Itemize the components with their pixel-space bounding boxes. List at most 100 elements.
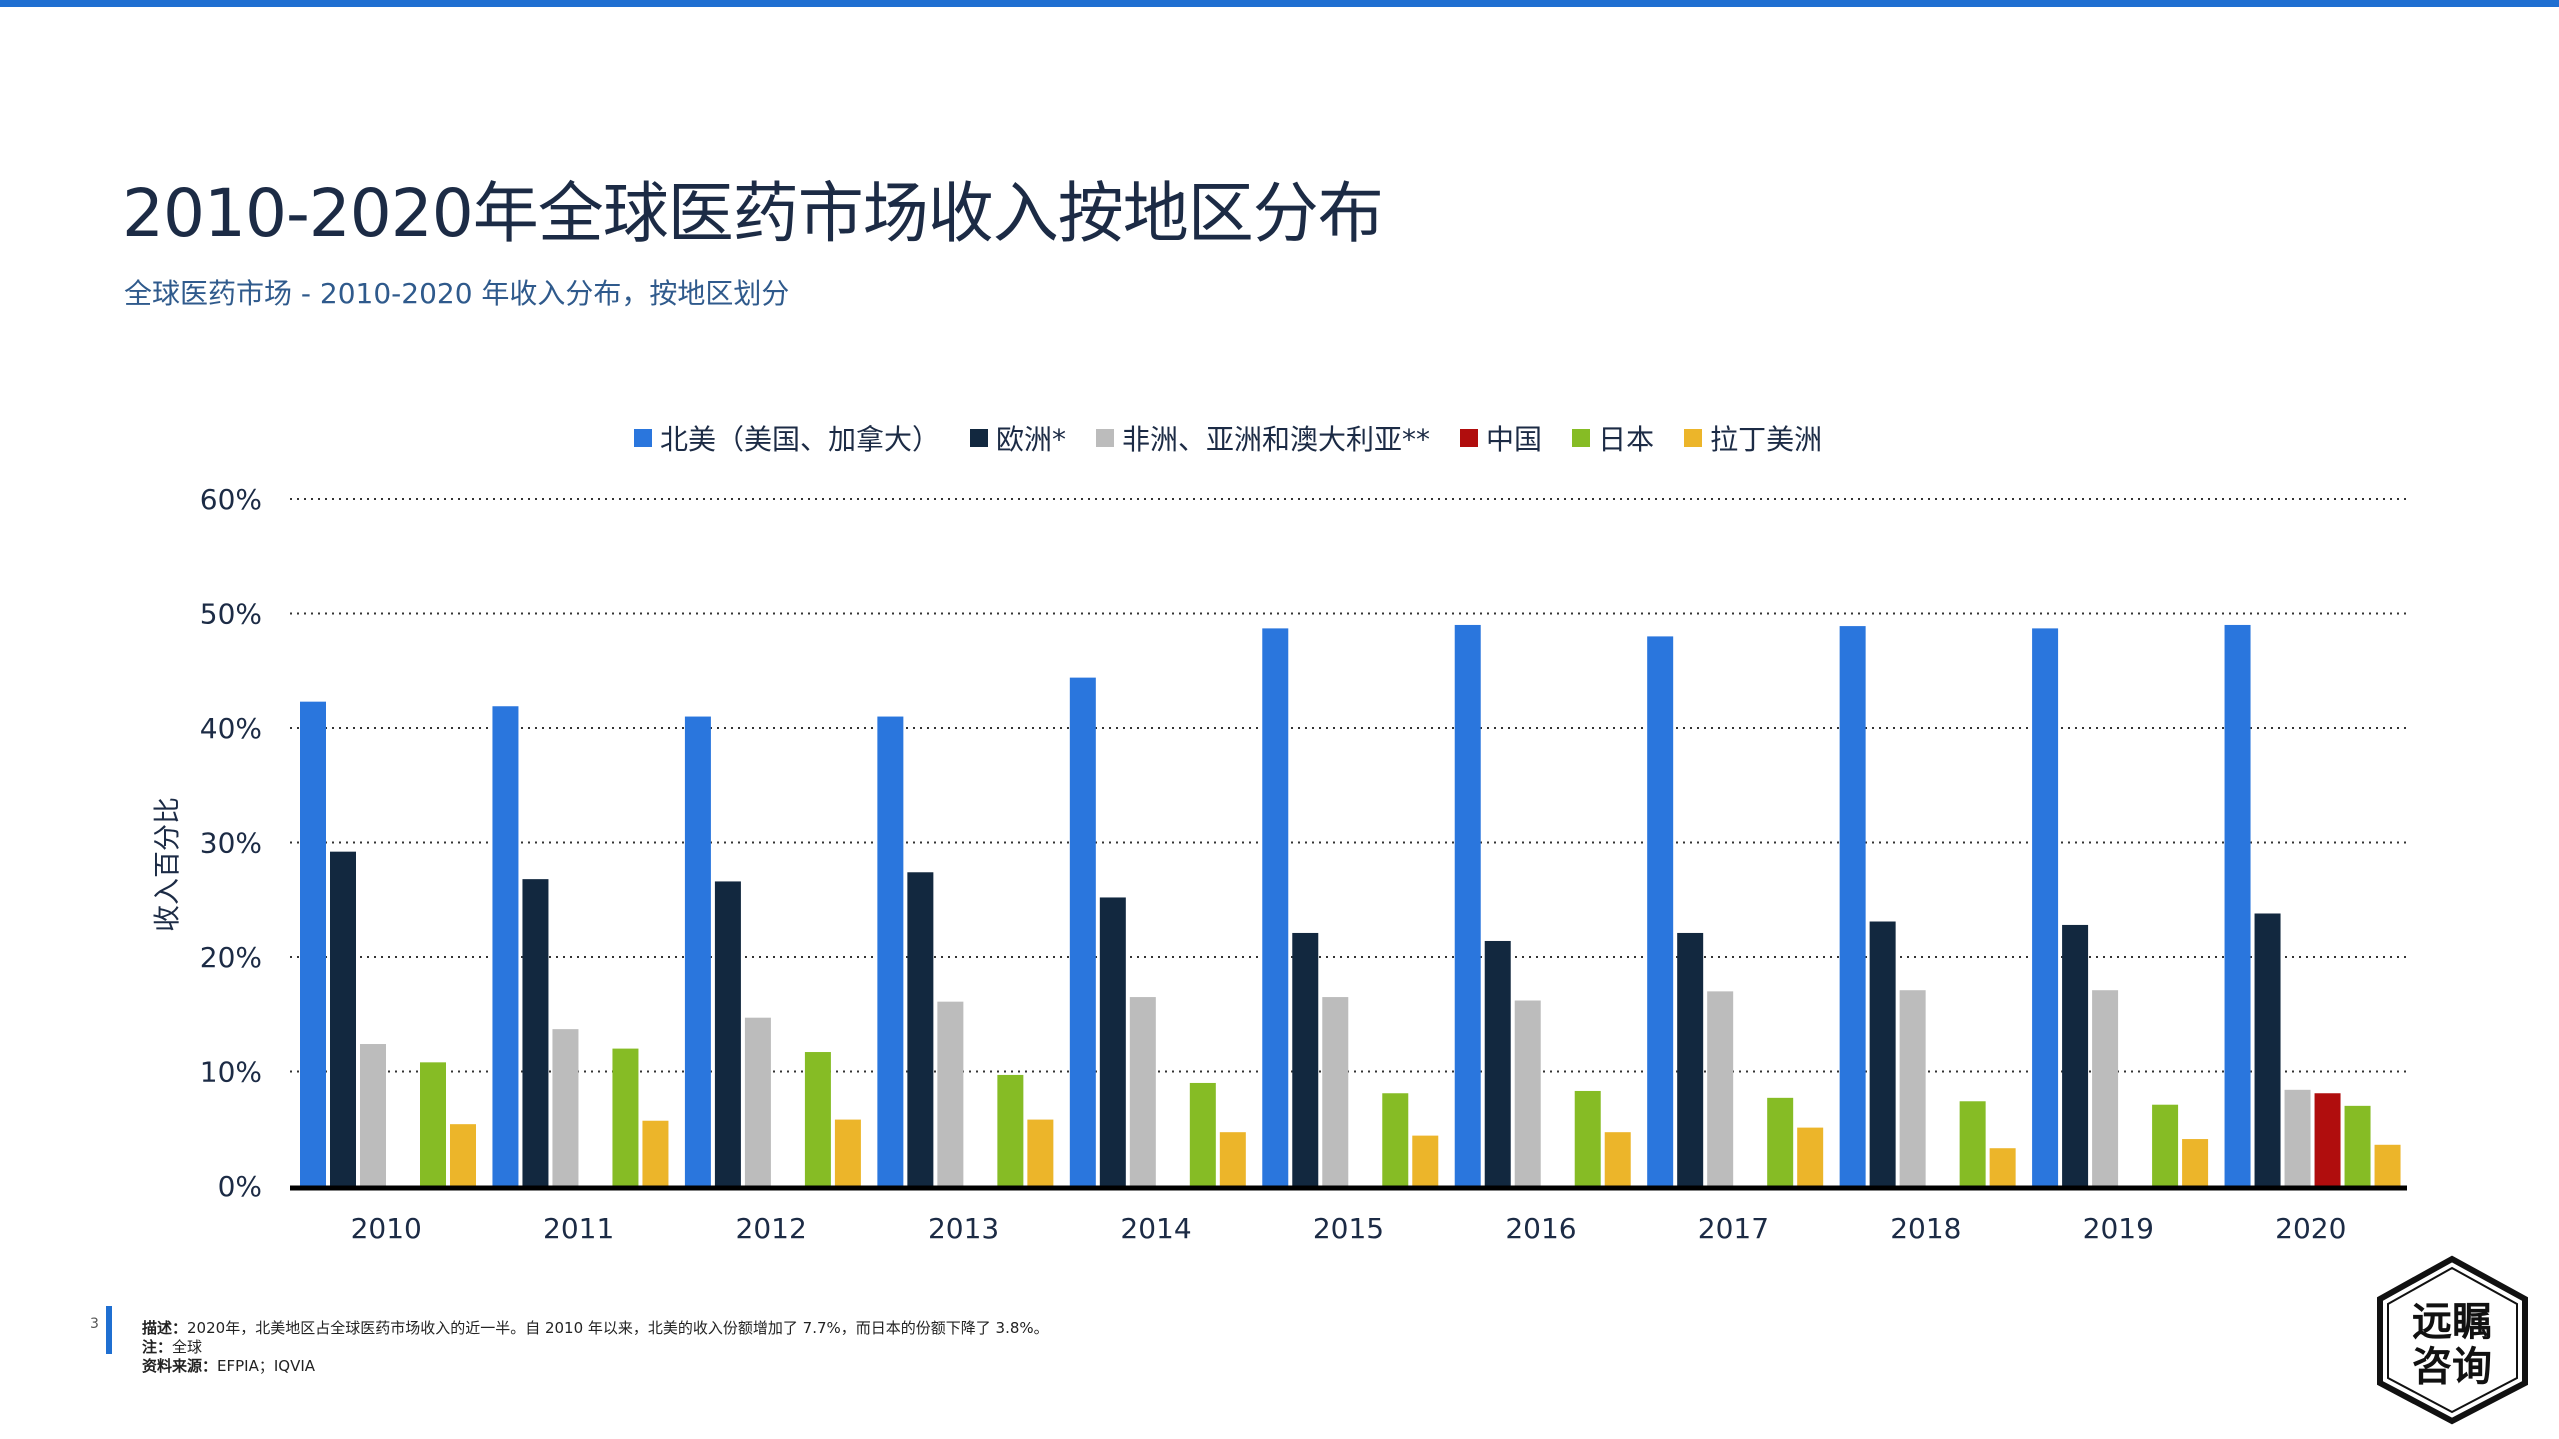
legend-label: 日本 bbox=[1598, 423, 1655, 456]
bar bbox=[420, 1062, 446, 1186]
svg-text:远瞩: 远瞩 bbox=[2412, 1299, 2492, 1345]
legend-item: 日本 bbox=[1572, 418, 1654, 458]
x-tick-label: 2018 bbox=[1890, 1212, 1961, 1245]
x-tick-label: 2010 bbox=[351, 1212, 422, 1245]
legend-label: 非洲、亚洲和澳大利亚** bbox=[1122, 423, 1431, 456]
legend-item: 非洲、亚洲和澳大利亚** bbox=[1096, 418, 1430, 458]
legend-swatch bbox=[1572, 429, 1591, 447]
bar bbox=[2254, 913, 2281, 1186]
bar bbox=[1959, 1101, 1986, 1186]
description-text: 2020年，北美地区占全球医药市场收入的近一半。自 2010 年以来，北美的收入… bbox=[187, 1319, 1049, 1337]
bar bbox=[1604, 1132, 1631, 1186]
bar bbox=[1707, 991, 1734, 1186]
legend-label: 中国 bbox=[1486, 423, 1543, 456]
bar bbox=[1767, 1097, 1794, 1186]
legend-item: 北美（美国、加拿大） bbox=[634, 418, 940, 458]
bar bbox=[1382, 1093, 1409, 1186]
x-tick-label: 2020 bbox=[2275, 1212, 2346, 1245]
page-subtitle: 全球医药市场 - 2010-2020 年收入分布，按地区划分 bbox=[124, 277, 790, 310]
bar bbox=[2152, 1104, 2179, 1186]
footer-source: 资料来源：EFPIA；IQVIA bbox=[142, 1355, 315, 1376]
bar bbox=[1454, 624, 1481, 1186]
y-tick-label: 50% bbox=[200, 598, 262, 631]
x-tick-label: 2013 bbox=[928, 1212, 999, 1245]
bar bbox=[1069, 677, 1096, 1186]
source-label: 资料来源： bbox=[142, 1357, 218, 1375]
bar bbox=[1129, 997, 1156, 1186]
legend-swatch bbox=[634, 429, 652, 447]
x-tick-label: 2011 bbox=[543, 1212, 614, 1245]
legend-swatch bbox=[1684, 429, 1703, 447]
bar bbox=[1262, 628, 1289, 1186]
bar bbox=[300, 701, 326, 1186]
description-label: 描述： bbox=[142, 1319, 188, 1337]
bar bbox=[714, 881, 741, 1186]
bar bbox=[2092, 990, 2119, 1186]
bar bbox=[1484, 940, 1511, 1186]
bar bbox=[522, 879, 549, 1186]
y-tick-label: 10% bbox=[200, 1056, 262, 1089]
footer-note: 注：全球 bbox=[142, 1336, 202, 1357]
chart-legend: 北美（美国、加拿大） 欧洲* 非洲、亚洲和澳大利亚** 中国 日本 拉丁美洲 bbox=[634, 418, 1822, 458]
y-tick-label: 40% bbox=[200, 712, 262, 745]
bar bbox=[450, 1124, 476, 1186]
legend-item: 欧洲* bbox=[970, 418, 1066, 458]
legend-item: 中国 bbox=[1460, 418, 1542, 458]
bar bbox=[1677, 932, 1704, 1186]
legend-swatch bbox=[970, 429, 989, 447]
bar bbox=[2374, 1144, 2401, 1186]
bar bbox=[834, 1119, 861, 1186]
y-tick-label: 60% bbox=[200, 483, 262, 516]
bar bbox=[2284, 1089, 2311, 1186]
bar bbox=[937, 1001, 964, 1186]
bar bbox=[1322, 997, 1349, 1186]
bar bbox=[1027, 1119, 1054, 1186]
company-logo: 远瞩 咨询 bbox=[2377, 1255, 2528, 1425]
bar bbox=[642, 1120, 669, 1186]
bar bbox=[1412, 1135, 1439, 1186]
source-text: EFPIA；IQVIA bbox=[217, 1357, 316, 1375]
legend-label: 北美（美国、加拿大） bbox=[660, 423, 941, 456]
y-tick-label: 20% bbox=[200, 941, 262, 974]
bar bbox=[1647, 636, 1674, 1186]
x-tick-label: 2012 bbox=[736, 1212, 807, 1245]
bar bbox=[2344, 1105, 2371, 1186]
bar bbox=[1839, 626, 1866, 1186]
legend-item: 拉丁美洲 bbox=[1684, 418, 1822, 458]
page-number: 3 bbox=[90, 1316, 99, 1332]
legend-label: 拉丁美洲 bbox=[1710, 423, 1823, 456]
bar bbox=[997, 1074, 1024, 1186]
bar bbox=[612, 1048, 639, 1186]
bar bbox=[684, 716, 711, 1186]
top-accent-bar bbox=[0, 0, 2559, 7]
bar bbox=[2314, 1093, 2341, 1186]
bar bbox=[1099, 897, 1126, 1186]
bar bbox=[1514, 1000, 1541, 1186]
y-axis-label: 收入百分比 bbox=[152, 797, 184, 932]
bar bbox=[1219, 1132, 1246, 1186]
bar bbox=[1574, 1090, 1601, 1186]
svg-text:咨询: 咨询 bbox=[2412, 1344, 2492, 1390]
bar bbox=[2032, 628, 2059, 1186]
bar bbox=[804, 1052, 831, 1186]
x-tick-label: 2016 bbox=[1505, 1212, 1576, 1245]
note-label: 注： bbox=[142, 1338, 173, 1356]
bar bbox=[552, 1029, 579, 1186]
bar bbox=[1189, 1082, 1216, 1186]
legend-label: 欧洲* bbox=[996, 423, 1067, 456]
bar bbox=[1869, 921, 1896, 1186]
legend-swatch bbox=[1460, 429, 1479, 447]
x-tick-label: 2015 bbox=[1313, 1212, 1384, 1245]
page-title: 2010-2020年全球医药市场收入按地区分布 bbox=[122, 175, 1384, 252]
bar bbox=[1797, 1127, 1824, 1186]
bar bbox=[1989, 1148, 2016, 1186]
bar bbox=[744, 1017, 771, 1186]
x-tick-label: 2019 bbox=[2083, 1212, 2154, 1245]
bar bbox=[330, 851, 356, 1186]
bar bbox=[907, 872, 934, 1186]
bar bbox=[877, 716, 904, 1186]
footer-description: 描述：2020年，北美地区占全球医药市场收入的近一半。自 2010 年以来，北美… bbox=[142, 1317, 1049, 1338]
bar bbox=[360, 1044, 386, 1186]
y-tick-label: 30% bbox=[200, 827, 262, 860]
